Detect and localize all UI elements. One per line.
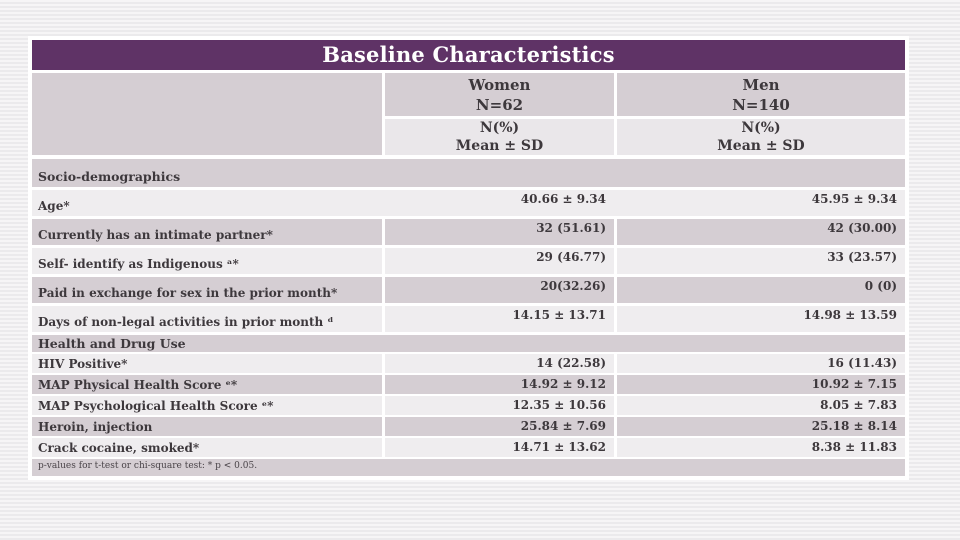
women-value: 40.66 ± 9.34 [385,190,614,216]
women-value: 29 (46.77) [385,248,614,274]
row-label: Paid in exchange for sex in the prior mo… [32,277,382,303]
row-label: Days of non-legal activities in prior mo… [32,306,382,332]
row-label: MAP Psychological Health Score ᵉ* [32,396,382,415]
women-value: 14.15 ± 13.71 [385,306,614,332]
table-header: Women N=62 N(%) Mean ± SD Men N=140 N(%)… [32,73,905,155]
men-n-count: N=140 [732,96,790,114]
row-label: Age* [32,190,382,216]
women-n-count: N=62 [475,96,524,114]
men-value: 8.38 ± 11.83 [617,438,905,457]
women-value: 14.92 ± 9.12 [385,375,614,394]
row-label: Self- identify as Indigenous ᵃ* [32,248,382,274]
section-label: Health and Drug Use [38,336,186,351]
row-label: Currently has an intimate partner* [32,219,382,245]
section-header-health-drug-use: Health and Drug Use [32,335,905,352]
men-value: 0 (0) [617,277,905,303]
men-value: 33 (23.57) [617,248,905,274]
row-label: Crack cocaine, smoked* [32,438,382,457]
men-stat-npct: N(%) [741,120,781,136]
women-value: 25.84 ± 7.69 [385,417,614,436]
header-men-column: Men N=140 N(%) Mean ± SD [617,73,905,155]
table-row-paid-sex: Paid in exchange for sex in the prior mo… [32,277,905,303]
men-value: 45.95 ± 9.34 [617,190,905,216]
men-value: 14.98 ± 13.59 [617,306,905,332]
table-row-indigenous: Self- identify as Indigenous ᵃ* 29 (46.7… [32,248,905,274]
slide-title: Baseline Characteristics [32,40,905,70]
men-value: 25.18 ± 8.14 [617,417,905,436]
men-group-header: Men N=140 [617,73,905,116]
table-row-nonlegal-activities: Days of non-legal activities in prior mo… [32,306,905,332]
women-stat-npct: N(%) [479,120,520,136]
women-value: 12.35 ± 10.56 [385,396,614,415]
women-value: 14 (22.58) [385,354,614,373]
women-value: 32 (51.61) [385,219,614,245]
row-label: HIV Positive* [32,354,382,373]
table-row-age: Age* 40.66 ± 9.34 45.95 ± 9.34 [32,190,905,216]
women-stat-header: N(%) Mean ± SD [385,119,614,155]
table-row-map-physical: MAP Physical Health Score ᵉ* 14.92 ± 9.1… [32,375,905,394]
women-value: 14.71 ± 13.62 [385,438,614,457]
header-women-column: Women N=62 N(%) Mean ± SD [385,73,614,155]
women-stat-meansd: Mean ± SD [455,138,544,154]
row-label: Heroin, injection [32,417,382,436]
table-row-map-psychological: MAP Psychological Health Score ᵉ* 12.35 … [32,396,905,415]
table-row-intimate-partner: Currently has an intimate partner* 32 (5… [32,219,905,245]
table-row-hiv: HIV Positive* 14 (22.58) 16 (11.43) [32,354,905,373]
section-header-socio-demographics: Socio-demographics [32,159,905,187]
section-label: Socio-demographics [38,169,181,184]
row-label: MAP Physical Health Score ᵉ* [32,375,382,394]
women-value: 20(32.26) [385,277,614,303]
men-value: 8.05 ± 7.83 [617,396,905,415]
men-label: Men [742,76,780,94]
women-label: Women [468,76,531,94]
slide-title-text: Baseline Characteristics [322,42,615,67]
men-stat-header: N(%) Mean ± SD [617,119,905,155]
footnote: p-values for t-test or chi-square test: … [32,459,905,476]
footnote-text: p-values for t-test or chi-square test: … [38,461,258,471]
men-value: 10.92 ± 7.15 [617,375,905,394]
header-corner-cell [32,73,382,155]
baseline-characteristics-table: Baseline Characteristics Women N=62 N(%)… [28,36,909,480]
men-value: 16 (11.43) [617,354,905,373]
table-row-crack-cocaine: Crack cocaine, smoked* 14.71 ± 13.62 8.3… [32,438,905,457]
men-stat-meansd: Mean ± SD [717,138,805,154]
men-value: 42 (30.00) [617,219,905,245]
women-group-header: Women N=62 [385,73,614,116]
table-row-heroin: Heroin, injection 25.84 ± 7.69 25.18 ± 8… [32,417,905,436]
